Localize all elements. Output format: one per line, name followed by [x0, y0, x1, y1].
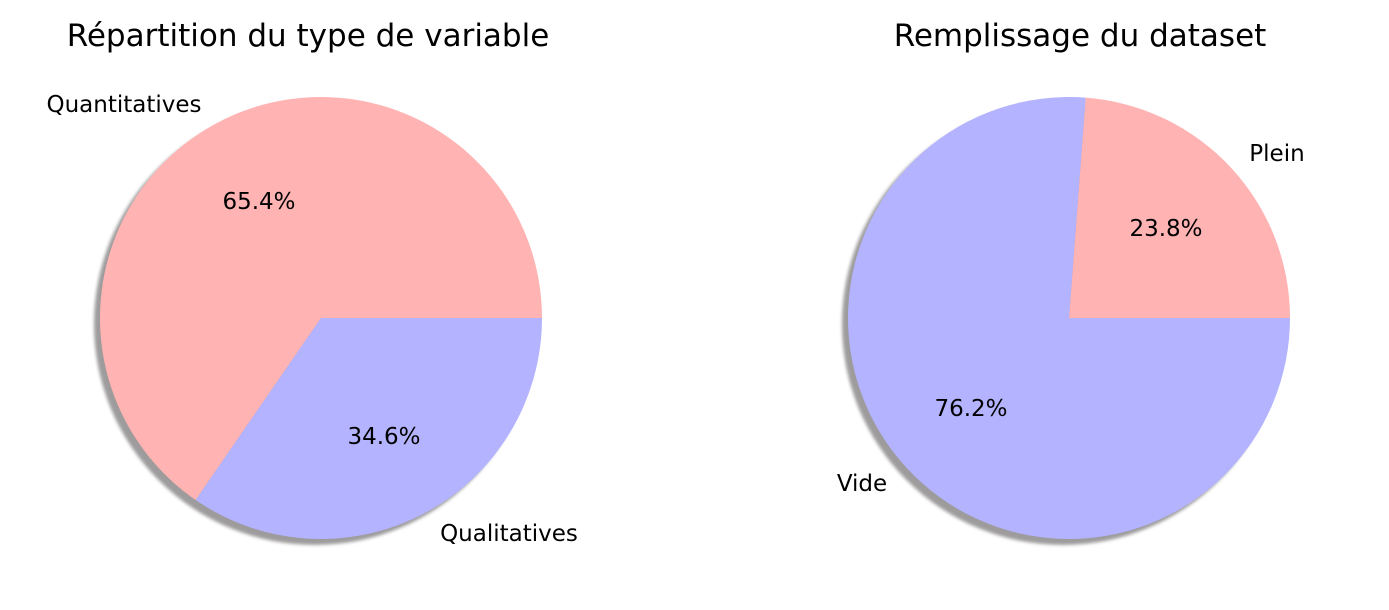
pie-slice-vide [848, 97, 1290, 540]
slice-percent-quantitatives: 65.4% [222, 189, 295, 215]
slice-percent-vide: 76.2% [934, 396, 1007, 422]
chart-title: Répartition du type de variable [67, 18, 550, 54]
pie-slice-qualitatives [195, 318, 542, 540]
chart-title: Remplissage du dataset [894, 18, 1267, 54]
slice-label-vide: Vide [837, 471, 887, 497]
slice-percent-qualitatives: 34.6% [347, 424, 420, 450]
slice-percent-plein: 23.8% [1129, 216, 1202, 242]
slice-label-quantitatives: Quantitatives [46, 92, 201, 118]
slice-label-qualitatives: Qualitatives [440, 521, 578, 547]
pie-chart-dataset-filling: Remplissage du dataset Plein Vide 23.8% … [837, 18, 1305, 545]
slice-label-plein: Plein [1249, 141, 1304, 167]
pie-slice-plein [1069, 97, 1290, 318]
pie-slice-quantitatives [100, 97, 542, 501]
pie-chart-variable-types: Répartition du type de variable Quantita… [46, 18, 577, 547]
